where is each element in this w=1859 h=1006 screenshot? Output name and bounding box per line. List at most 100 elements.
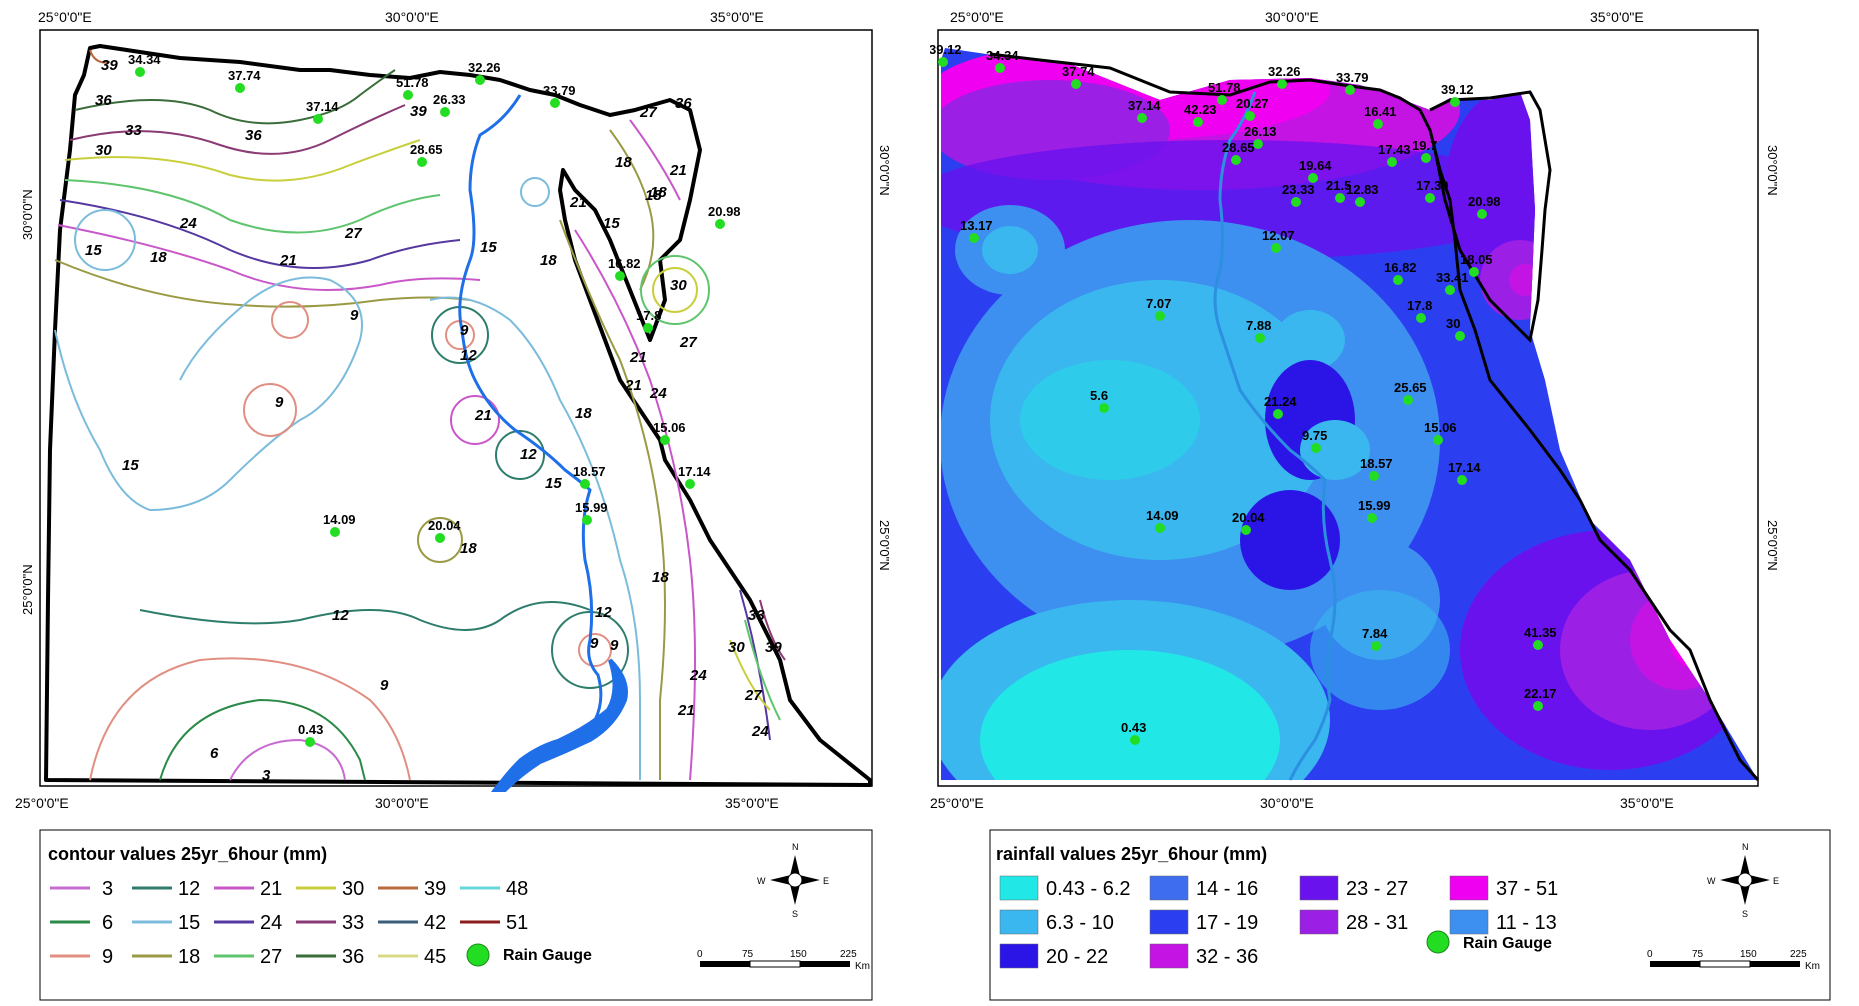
- contour-27: [64, 179, 441, 234]
- right-side-tick-1-right: 25°0'0"N: [1765, 520, 1780, 571]
- station-value-label: 12.07: [1262, 228, 1295, 243]
- station-value-label: 17.43: [1378, 142, 1411, 157]
- contour-30: [64, 139, 421, 182]
- rain-gauge-marker: [1137, 113, 1147, 123]
- rain-gauge-marker: [1099, 403, 1109, 413]
- station-value-label: 14.09: [323, 512, 356, 527]
- right-stations: 39.12 34.34 37.74 37.14 42.23 51.78 32.26 20.27…: [930, 42, 1557, 745]
- rain-gauge-marker: [403, 90, 413, 100]
- right-bottom-tick-2: 35°0'0"E: [1620, 795, 1674, 811]
- station-value-label: 37.14: [306, 99, 339, 114]
- station-value-label: 32.26: [1268, 64, 1301, 79]
- station-value-label: 18.57: [573, 464, 606, 479]
- station-value-label: 19.64: [1299, 158, 1332, 173]
- station-value-label: 25.65: [1394, 380, 1427, 395]
- station-value-label: 37.14: [1128, 98, 1161, 113]
- contour-value-label: 27: [679, 334, 697, 351]
- contour-value-label: 36: [675, 95, 692, 112]
- contour-39: [89, 49, 111, 64]
- rain-gauge-marker: [313, 114, 323, 124]
- station-value-label: 39.12: [930, 42, 962, 57]
- contour-value-label: 21: [624, 377, 642, 394]
- rain-gauge-marker: [1291, 197, 1301, 207]
- contour-value-label: 36: [245, 127, 262, 144]
- right-bottom-tick-1: 30°0'0"E: [1260, 795, 1314, 811]
- rain-gauge-marker: [1403, 395, 1413, 405]
- rain-gauge-marker: [1387, 157, 1397, 167]
- station-value-label: 33.41: [1436, 270, 1469, 285]
- contour-value-label: 18: [650, 184, 667, 201]
- contour-value-label: 27: [744, 687, 762, 704]
- rain-gauge-marker: [305, 737, 315, 747]
- contour-18-east: [559, 219, 666, 780]
- contour-value-label: 9: [610, 637, 619, 654]
- station-value-label: 21.5: [1326, 178, 1351, 193]
- right-side-tick-1: 25°0'0"N: [930, 564, 933, 615]
- rain-gauge-marker: [475, 75, 485, 85]
- rain-gauge-marker: [1311, 443, 1321, 453]
- rain-gauge-marker: [1421, 153, 1431, 163]
- left-map-frame: [39, 29, 873, 787]
- left-contour-labels: 3936333036392724211815181599122199151215…: [85, 57, 782, 784]
- station-value-label: 32.26: [468, 60, 501, 75]
- contour-value-label: 21: [569, 194, 587, 211]
- station-value-label: 34.34: [128, 52, 161, 67]
- contour-21: [57, 224, 481, 291]
- contour-value-label: 24: [649, 385, 667, 402]
- rain-gauge-marker: [1271, 243, 1281, 253]
- contour-9: [89, 657, 411, 781]
- rain-gauge-marker: [1277, 79, 1287, 89]
- right-top-tick-2: 35°0'0"E: [1590, 9, 1644, 25]
- contour-value-label: 18: [575, 405, 592, 422]
- contour-6: [159, 698, 366, 781]
- contour-circle-15: [74, 209, 136, 271]
- station-value-label: 17.14: [678, 464, 711, 479]
- contour-12: [139, 601, 591, 631]
- rain-gauge-marker: [1193, 117, 1203, 127]
- station-value-label: 22.17: [1524, 686, 1557, 701]
- station-value-label: 42.23: [1184, 102, 1217, 117]
- rain-gauge-marker: [1245, 111, 1255, 121]
- contour-value-label: 9: [275, 394, 284, 411]
- contour-value-label: 9: [460, 322, 469, 339]
- station-value-label: 15.99: [575, 500, 608, 515]
- contour-value-label: 30: [728, 639, 745, 656]
- station-value-label: 28.65: [410, 142, 443, 157]
- station-value-label: 17.8: [1407, 298, 1432, 313]
- contour-value-label: 24: [751, 723, 769, 740]
- rain-gauge-marker: [1425, 193, 1435, 203]
- rain-gauge-marker: [1231, 155, 1241, 165]
- rain-gauge-marker: [330, 527, 340, 537]
- contour-value-label: 15: [480, 239, 497, 256]
- right-side-tick-0: 30°0'0"N: [930, 189, 933, 240]
- station-value-label: 7.84: [1362, 626, 1388, 641]
- station-value-label: 16.82: [608, 256, 641, 271]
- rain-gauge-marker: [685, 479, 695, 489]
- station-value-label: 16.82: [1384, 260, 1417, 275]
- station-value-label: 17.39: [1416, 178, 1449, 193]
- contour-value-label: 18: [460, 540, 477, 557]
- contour-value-label: 9: [380, 677, 389, 694]
- left-egypt-border: [44, 44, 872, 787]
- rain-gauge-marker: [938, 57, 948, 67]
- station-value-label: 41.35: [1524, 625, 1557, 640]
- contour-33: [69, 104, 406, 155]
- contour-27-east: [744, 619, 781, 721]
- left-top-tick-2: 35°0'0"E: [710, 9, 764, 25]
- contour-value-label: 12: [595, 604, 612, 621]
- rain-gauge-marker: [135, 67, 145, 77]
- contour-value-label: 39: [765, 639, 782, 656]
- left-map-panel: 25°0'0"E 30°0'0"E 35°0'0"E 25°0'0"E 30°0…: [15, 9, 892, 811]
- rain-gauge-marker: [615, 271, 625, 281]
- station-value-label: 30: [1446, 316, 1460, 331]
- rain-gauge-marker: [582, 515, 592, 525]
- rain-gauge-marker: [1433, 435, 1443, 445]
- station-value-label: 34.34: [986, 48, 1019, 63]
- rain-gauge-marker: [1217, 95, 1227, 105]
- station-value-label: 26.33: [433, 92, 466, 107]
- contour-value-label: 21: [677, 702, 695, 719]
- contour-sinai-21: [629, 119, 681, 201]
- contour-24: [59, 199, 461, 269]
- contour-value-label: 3: [262, 767, 271, 784]
- contour-value-label: 15: [545, 475, 562, 492]
